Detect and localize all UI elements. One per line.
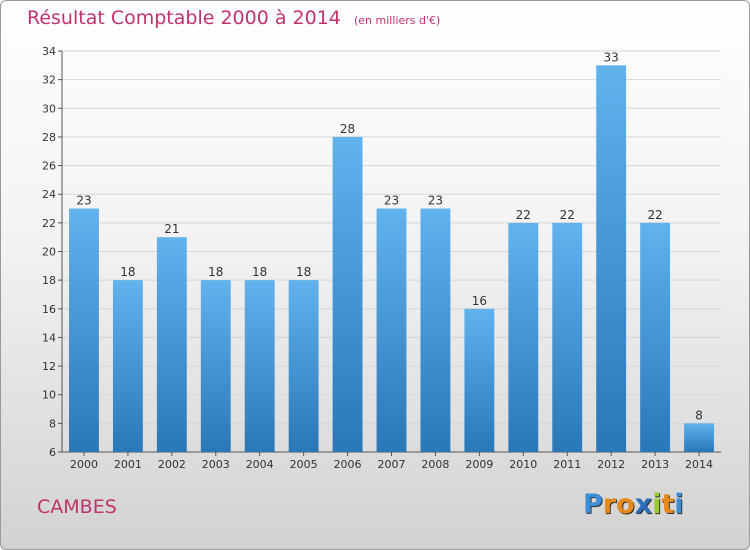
bars bbox=[69, 65, 714, 453]
logo-letter: r bbox=[602, 489, 617, 520]
data-label: 22 bbox=[560, 208, 575, 222]
bar-2004 bbox=[244, 280, 275, 452]
x-tick-label: 2006 bbox=[334, 458, 362, 471]
bar-2001 bbox=[112, 280, 143, 452]
logo-letter: x bbox=[634, 489, 653, 520]
chart-title-block: Résultat Comptable 2000 à 2014 (en milli… bbox=[27, 7, 440, 29]
logo-letter: P bbox=[583, 489, 603, 520]
data-label: 23 bbox=[76, 194, 91, 208]
bar-2014 bbox=[684, 423, 714, 452]
y-tick-label: 28 bbox=[42, 131, 56, 144]
x-tick-label: 2000 bbox=[70, 458, 98, 471]
bar-2008 bbox=[420, 208, 451, 452]
y-tick-label: 22 bbox=[42, 217, 56, 230]
data-label: 22 bbox=[516, 208, 531, 222]
x-tick-label: 2014 bbox=[685, 458, 713, 471]
data-label: 18 bbox=[252, 265, 267, 279]
data-label: 8 bbox=[695, 408, 703, 422]
data-label: 22 bbox=[647, 208, 662, 222]
y-tick-label: 24 bbox=[42, 188, 56, 201]
data-label: 18 bbox=[208, 265, 223, 279]
x-tick-label: 2010 bbox=[509, 458, 537, 471]
y-tick-label: 32 bbox=[42, 74, 56, 87]
x-tick-label: 2003 bbox=[202, 458, 230, 471]
y-tick-label: 30 bbox=[42, 102, 56, 115]
y-tick-label: 18 bbox=[42, 274, 56, 287]
x-tick-labels: 2000 2001 2002 2003 2004 2005 2006 2007 2008 2009… bbox=[70, 452, 713, 471]
y-tick-label: 6 bbox=[49, 446, 56, 459]
bar-2002 bbox=[156, 237, 187, 452]
logo-letter: t bbox=[661, 489, 675, 520]
x-tick-label: 2007 bbox=[378, 458, 406, 471]
x-tick-label: 2013 bbox=[641, 458, 669, 471]
data-label: 23 bbox=[428, 194, 443, 208]
y-tick-label: 12 bbox=[42, 360, 56, 373]
data-label: 23 bbox=[384, 194, 399, 208]
data-label: 33 bbox=[604, 50, 619, 64]
data-label: 18 bbox=[120, 265, 135, 279]
bar-2011 bbox=[552, 222, 583, 452]
bar-2005 bbox=[288, 280, 319, 452]
x-tick-label: 2009 bbox=[465, 458, 493, 471]
bar-2007 bbox=[376, 208, 407, 452]
x-tick-label: 2002 bbox=[158, 458, 186, 471]
x-tick-label: 2008 bbox=[421, 458, 449, 471]
bar-2000 bbox=[69, 208, 99, 452]
x-tick-label: 2004 bbox=[246, 458, 274, 471]
bar-2013 bbox=[640, 222, 671, 452]
y-tick-label: 26 bbox=[42, 160, 56, 173]
y-tick-label: 8 bbox=[49, 417, 56, 430]
data-label: 16 bbox=[472, 294, 487, 308]
bar-2009 bbox=[464, 308, 495, 452]
bar-2010 bbox=[508, 222, 539, 452]
data-label: 21 bbox=[164, 222, 179, 236]
chart-title: Résultat Comptable 2000 à 2014 bbox=[27, 7, 341, 29]
y-tick-label: 34 bbox=[42, 45, 56, 58]
bar-2003 bbox=[200, 280, 231, 452]
y-tick-labels: 6 8 10 12 14 16 18 20 22 24 26 28 30 32 34 bbox=[42, 45, 62, 459]
x-tick-label: 2001 bbox=[114, 458, 142, 471]
proxiti-logo: Proxiti bbox=[583, 489, 684, 520]
logo-letter: o bbox=[616, 489, 635, 520]
logo-letter: i bbox=[674, 489, 684, 520]
y-tick-label: 16 bbox=[42, 303, 56, 316]
bar-2012 bbox=[596, 65, 627, 453]
data-label: 18 bbox=[296, 265, 311, 279]
y-tick-label: 20 bbox=[42, 246, 56, 259]
y-tick-label: 10 bbox=[42, 389, 56, 402]
data-labels: 23 18 21 18 18 18 28 23 23 16 22 22 33 22 8 bbox=[76, 50, 703, 422]
x-tick-label: 2012 bbox=[597, 458, 625, 471]
bar-2006 bbox=[332, 136, 363, 452]
town-name: CAMBES bbox=[37, 496, 117, 518]
y-tick-label: 14 bbox=[42, 331, 56, 344]
x-tick-label: 2005 bbox=[290, 458, 318, 471]
chart-unit-note: (en milliers d'€) bbox=[353, 14, 441, 27]
logo-letter: i bbox=[652, 489, 662, 520]
x-tick-label: 2011 bbox=[553, 458, 581, 471]
data-label: 28 bbox=[340, 122, 355, 136]
